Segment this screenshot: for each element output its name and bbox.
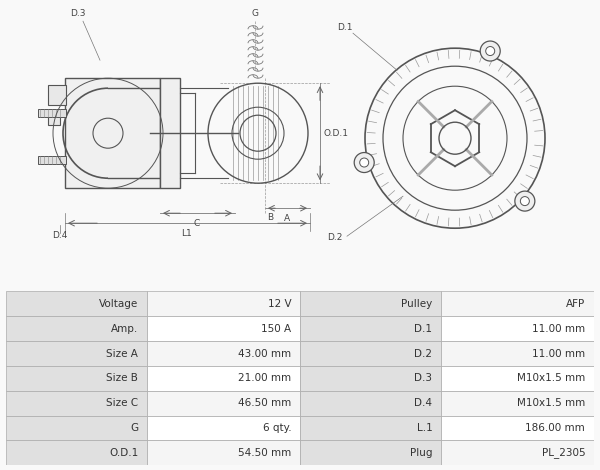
- Text: 43.00 mm: 43.00 mm: [238, 349, 291, 359]
- Text: G: G: [130, 423, 138, 433]
- Text: D.4: D.4: [52, 231, 68, 240]
- Text: 150 A: 150 A: [261, 324, 291, 334]
- Text: 11.00 mm: 11.00 mm: [532, 349, 585, 359]
- Text: Plug: Plug: [410, 448, 432, 458]
- Text: Size C: Size C: [106, 398, 138, 408]
- Bar: [6, 291, 147, 316]
- Bar: [441, 440, 594, 465]
- Bar: [300, 440, 441, 465]
- Circle shape: [360, 158, 369, 167]
- Text: D.4: D.4: [415, 398, 432, 408]
- Text: D.2: D.2: [415, 349, 432, 359]
- Bar: [441, 341, 594, 366]
- Bar: [6, 366, 147, 391]
- Text: M10x1.5 mm: M10x1.5 mm: [517, 373, 585, 384]
- Bar: [441, 415, 594, 440]
- Text: M10x1.5 mm: M10x1.5 mm: [517, 398, 585, 408]
- Text: 11.00 mm: 11.00 mm: [532, 324, 585, 334]
- Bar: [441, 316, 594, 341]
- Text: 186.00 mm: 186.00 mm: [526, 423, 585, 433]
- Bar: [48, 111, 60, 125]
- Text: A: A: [284, 214, 290, 223]
- Text: PL_2305: PL_2305: [542, 447, 585, 458]
- Bar: [441, 391, 594, 415]
- Bar: [6, 440, 147, 465]
- Text: 12 V: 12 V: [268, 299, 291, 309]
- Bar: [6, 391, 147, 415]
- Bar: [6, 415, 147, 440]
- Bar: [147, 341, 300, 366]
- Text: Size A: Size A: [106, 349, 138, 359]
- Text: L.1: L.1: [416, 423, 432, 433]
- Text: 21.00 mm: 21.00 mm: [238, 373, 291, 384]
- Bar: [147, 291, 300, 316]
- Bar: [48, 85, 66, 105]
- Bar: [65, 78, 160, 188]
- Bar: [6, 341, 147, 366]
- Text: O.D.1: O.D.1: [109, 448, 138, 458]
- Text: D.1: D.1: [337, 23, 353, 32]
- Text: Voltage: Voltage: [99, 299, 138, 309]
- Text: C: C: [194, 219, 200, 228]
- Text: O.D.1: O.D.1: [323, 129, 348, 138]
- Text: 54.50 mm: 54.50 mm: [238, 448, 291, 458]
- Bar: [300, 291, 441, 316]
- Circle shape: [515, 191, 535, 211]
- Text: B: B: [267, 213, 273, 222]
- Text: 6 qty.: 6 qty.: [263, 423, 291, 433]
- Bar: [300, 415, 441, 440]
- Text: Amp.: Amp.: [111, 324, 138, 334]
- Bar: [300, 341, 441, 366]
- Circle shape: [486, 47, 495, 55]
- Bar: [300, 366, 441, 391]
- Bar: [147, 316, 300, 341]
- Text: D.3: D.3: [70, 9, 86, 18]
- Bar: [6, 316, 147, 341]
- Text: G: G: [251, 9, 259, 18]
- Text: 46.50 mm: 46.50 mm: [238, 398, 291, 408]
- Bar: [160, 78, 180, 188]
- Bar: [147, 440, 300, 465]
- Bar: [38, 109, 66, 117]
- Bar: [147, 366, 300, 391]
- Circle shape: [480, 41, 500, 61]
- Text: Pulley: Pulley: [401, 299, 432, 309]
- Bar: [147, 391, 300, 415]
- Text: D.1: D.1: [415, 324, 432, 334]
- Bar: [300, 391, 441, 415]
- Text: L1: L1: [182, 229, 193, 238]
- Text: Size B: Size B: [106, 373, 138, 384]
- Text: D.2: D.2: [327, 233, 343, 242]
- Circle shape: [520, 196, 529, 205]
- Bar: [441, 366, 594, 391]
- Text: D.3: D.3: [415, 373, 432, 384]
- Circle shape: [354, 153, 374, 172]
- Bar: [441, 291, 594, 316]
- Text: AFP: AFP: [566, 299, 585, 309]
- Bar: [147, 415, 300, 440]
- Bar: [38, 156, 66, 164]
- Bar: [300, 316, 441, 341]
